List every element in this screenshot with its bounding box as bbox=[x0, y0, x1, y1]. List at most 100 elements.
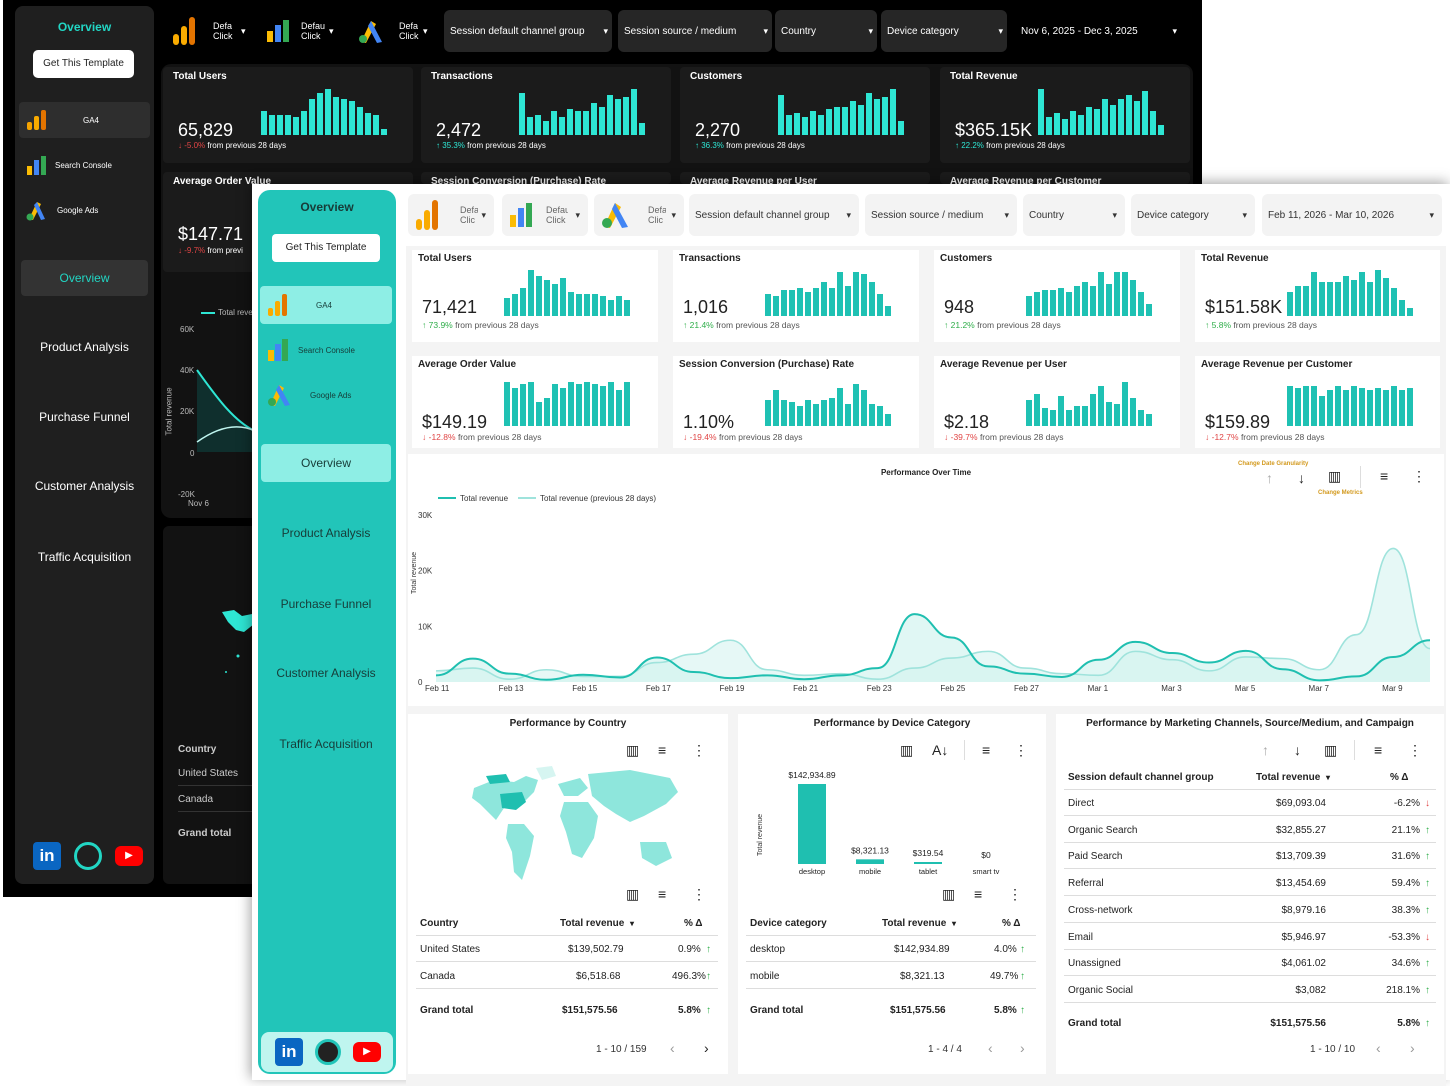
table-row[interactable]: Organic Social $3,082 218.1% ↑ bbox=[1064, 979, 1436, 1003]
linkedin-icon[interactable]: in bbox=[275, 1038, 303, 1066]
table-row[interactable]: Email $5,946.97 -53.3% ↓ bbox=[1064, 926, 1436, 950]
channel-table: Session default channel group Total reven… bbox=[1064, 766, 1436, 1036]
bar-value-label: $0 bbox=[981, 850, 991, 860]
filter-icon[interactable]: ≡ bbox=[1380, 468, 1389, 484]
front-source-search-console[interactable]: Search Console bbox=[260, 331, 392, 369]
filter-icon[interactable]: ≡ bbox=[974, 886, 983, 902]
table-row[interactable]: Paid Search $13,709.39 31.6% ↑ bbox=[1064, 845, 1436, 870]
back-source-search-console[interactable]: Search Console bbox=[19, 147, 150, 183]
more-options-icon[interactable]: ⋮ bbox=[692, 742, 706, 758]
table-row[interactable]: desktop $142,934.89 4.0% ↑ bbox=[746, 938, 1036, 962]
more-options-icon[interactable]: ⋮ bbox=[1412, 468, 1426, 484]
back-nav-traffic-acquisition[interactable]: Traffic Acquisition bbox=[37, 550, 132, 564]
front-source-ga4-select[interactable]: Defa Clic ▾ bbox=[408, 194, 494, 236]
chart-metrics-icon[interactable]: ▥ bbox=[942, 886, 956, 902]
back-nav-product-analysis[interactable]: Product Analysis bbox=[40, 340, 129, 354]
sort-down-icon[interactable]: ↓ bbox=[1298, 470, 1305, 486]
front-nav-customer-analysis[interactable]: Customer Analysis bbox=[276, 666, 376, 680]
search-console-icon bbox=[510, 203, 532, 227]
filter-icon[interactable]: ≡ bbox=[658, 742, 667, 758]
chart-metrics-icon[interactable]: ▥ bbox=[626, 742, 640, 758]
back-filter-source-medium[interactable]: Session source / medium ▾ bbox=[618, 10, 772, 52]
sort-down-icon[interactable]: ↓ bbox=[1294, 742, 1301, 758]
youtube-icon[interactable]: ▶ bbox=[115, 846, 143, 866]
back-nav-customer-analysis[interactable]: Customer Analysis bbox=[34, 479, 135, 493]
table-row[interactable]: Referral $13,454.69 59.4% ↑ bbox=[1064, 872, 1436, 897]
table-row[interactable]: Direct $69,093.04 -6.2% ↓ bbox=[1064, 792, 1436, 816]
back-source-ga4[interactable]: GA4 bbox=[19, 102, 150, 138]
x-tick-label: Mar 3 bbox=[1161, 684, 1182, 693]
filter-icon[interactable]: ≡ bbox=[1374, 742, 1383, 758]
x-tick-label: Feb 13 bbox=[499, 684, 524, 693]
chart-metrics-icon[interactable]: ▥ bbox=[1324, 742, 1338, 758]
back-filter-country[interactable]: Country ▾ bbox=[775, 10, 877, 52]
back-get-template-button[interactable]: Get This Template bbox=[33, 50, 134, 78]
back-filter-device-category[interactable]: Device category ▾ bbox=[881, 10, 1007, 52]
front-nav-product-analysis[interactable]: Product Analysis bbox=[281, 526, 371, 540]
kpi-sparkbars bbox=[1287, 386, 1413, 426]
table-row[interactable]: Cross-network $8,979.16 38.3% ↑ bbox=[1064, 899, 1436, 923]
performance-over-time-panel: Performance Over Time Change Date Granul… bbox=[408, 454, 1444, 706]
front-date-range[interactable]: Feb 11, 2026 - Mar 10, 2026 ▾ bbox=[1262, 194, 1442, 236]
brand-logo-icon[interactable] bbox=[74, 842, 102, 870]
prev-page-icon[interactable]: ‹ bbox=[1376, 1040, 1381, 1056]
back-source-ads-select[interactable]: Defa Click ▾ bbox=[351, 10, 437, 52]
front-kpi-total-users: Total Users 71,421 ↑ 73.9% from previous… bbox=[412, 250, 658, 342]
more-options-icon[interactable]: ⋮ bbox=[1014, 742, 1028, 758]
next-page-icon[interactable]: › bbox=[1020, 1040, 1025, 1056]
chart-metrics-icon[interactable]: ▥ bbox=[626, 886, 640, 902]
table-row[interactable]: Organic Search $32,855.27 21.1% ↑ bbox=[1064, 819, 1436, 843]
table-row[interactable]: Canada $6,518.68 496.3% ↑ bbox=[416, 965, 718, 989]
filter-icon[interactable]: ≡ bbox=[658, 886, 667, 902]
kpi-sparkbars bbox=[778, 89, 904, 135]
front-filter-channel-group[interactable]: Session default channel group ▾ bbox=[689, 194, 859, 236]
table-row[interactable]: Unassigned $4,061.02 34.6% ↑ bbox=[1064, 952, 1436, 977]
back-source-ga4-select[interactable]: Defa Click ▾ bbox=[165, 10, 249, 52]
front-source-google-ads[interactable]: Google Ads bbox=[260, 376, 392, 414]
front-filter-device-category[interactable]: Device category ▾ bbox=[1131, 194, 1255, 236]
filter-icon[interactable]: ≡ bbox=[982, 742, 991, 758]
next-page-icon[interactable]: › bbox=[1410, 1040, 1415, 1056]
chart-metrics-icon[interactable]: ▥ bbox=[1328, 468, 1342, 484]
next-page-icon[interactable]: › bbox=[704, 1040, 709, 1056]
chart-metrics-icon[interactable]: ▥ bbox=[900, 742, 914, 758]
table-grand-total: Grand total $151,575.56 5.8% ↑ bbox=[420, 1004, 711, 1016]
prev-page-icon[interactable]: ‹ bbox=[988, 1040, 993, 1056]
front-get-template-button[interactable]: Get This Template bbox=[272, 234, 380, 262]
more-options-icon[interactable]: ⋮ bbox=[692, 886, 706, 902]
front-filter-source-medium[interactable]: Session source / medium ▾ bbox=[865, 194, 1017, 236]
front-filter-country[interactable]: Country ▾ bbox=[1023, 194, 1125, 236]
back-source-google-ads[interactable]: Google Ads bbox=[19, 192, 150, 228]
prev-page-icon[interactable]: ‹ bbox=[670, 1040, 675, 1056]
back-nav-purchase-funnel[interactable]: Purchase Funnel bbox=[39, 410, 130, 424]
sort-up-icon[interactable]: ↑ bbox=[1266, 470, 1273, 486]
country-table: Country Total revenue ▾% Δ United States $1… bbox=[416, 912, 718, 1022]
front-source-sc-select[interactable]: Defau Click ▾ bbox=[502, 194, 588, 236]
table-grand-total: Grand total $151,575.56 5.8% ↑ bbox=[750, 1004, 1025, 1016]
search-console-icon bbox=[267, 20, 289, 42]
back-country-panel: Country United States Canada Grand total bbox=[163, 526, 259, 884]
back-date-range[interactable]: Nov 6, 2025 - Dec 3, 2025 ▾ bbox=[1021, 25, 1177, 37]
youtube-icon[interactable]: ▶ bbox=[353, 1042, 381, 1062]
front-source-ads-select[interactable]: Defa Clic ▾ bbox=[594, 194, 684, 236]
back-filter-channel-group[interactable]: Session default channel group ▾ bbox=[444, 10, 612, 52]
sort-az-icon[interactable]: A↓ bbox=[932, 742, 949, 758]
back-nav-overview[interactable]: Overview bbox=[21, 260, 148, 296]
front-nav-purchase-funnel[interactable]: Purchase Funnel bbox=[280, 597, 372, 611]
table-row[interactable]: mobile $8,321.13 49.7% ↑ bbox=[746, 965, 1036, 989]
front-nav-overview[interactable]: Overview bbox=[261, 444, 391, 482]
x-tick-label: Feb 27 bbox=[1014, 684, 1039, 693]
more-options-icon[interactable]: ⋮ bbox=[1008, 886, 1022, 902]
back-source-sc-select[interactable]: Defau Click ▾ bbox=[259, 10, 343, 52]
legend-label-previous: Total revenue (previous 28 days) bbox=[540, 494, 656, 503]
back-kpi-conversion: Session Conversion (Purchase) Rate bbox=[421, 172, 671, 187]
table-row[interactable]: United States $139,502.79 0.9% ↑ bbox=[416, 938, 718, 962]
more-options-icon[interactable]: ⋮ bbox=[1408, 742, 1422, 758]
front-source-ga4[interactable]: GA4 bbox=[260, 286, 392, 324]
bar-value-label: $319.54 bbox=[913, 848, 944, 858]
brand-logo-icon[interactable] bbox=[315, 1039, 341, 1065]
world-map bbox=[472, 766, 678, 880]
front-nav-traffic-acquisition[interactable]: Traffic Acquisition bbox=[279, 737, 373, 751]
sort-up-icon[interactable]: ↑ bbox=[1262, 742, 1269, 758]
linkedin-icon[interactable]: in bbox=[33, 842, 61, 870]
